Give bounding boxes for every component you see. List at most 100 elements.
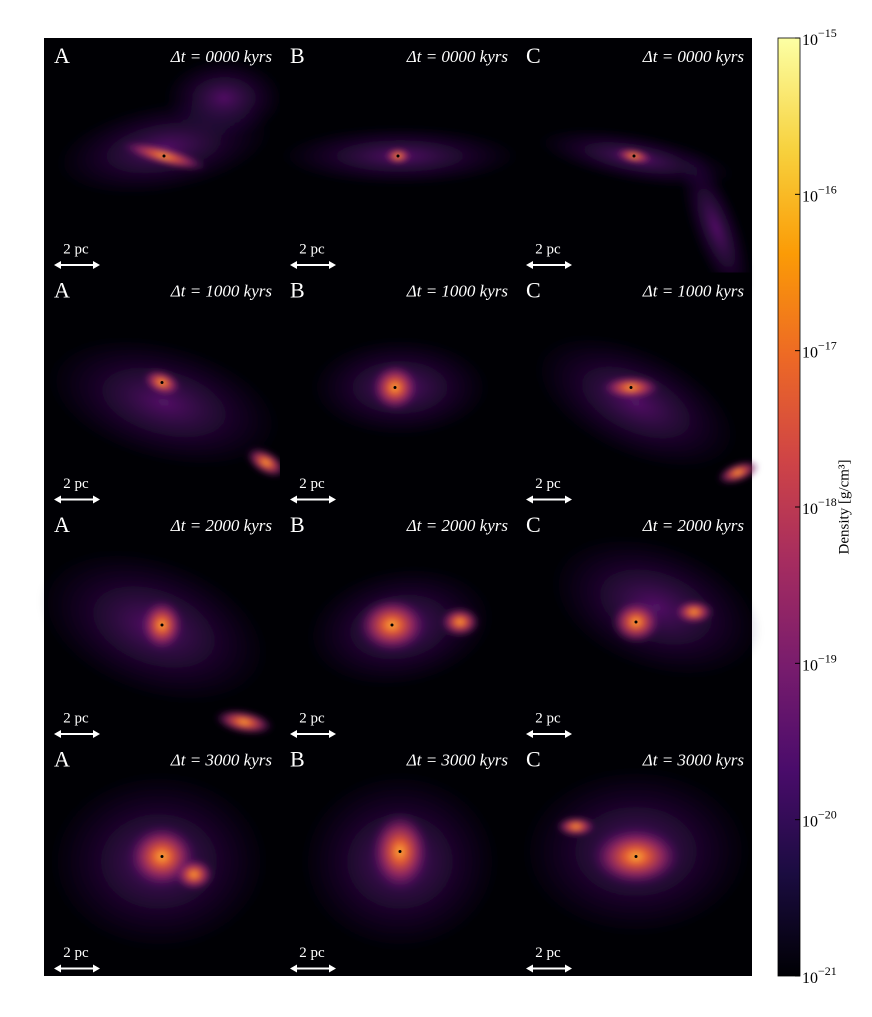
density-field [47, 336, 286, 478]
tick-base: 10 [802, 657, 818, 674]
panel-label: B [290, 278, 305, 303]
tick-exponent: −17 [818, 338, 837, 352]
sink-particle [634, 620, 638, 624]
scale-label: 2 pc [299, 241, 325, 257]
panel: A Δt = 3000 kyrs 2 pc [44, 741, 280, 976]
sink-particle [398, 850, 402, 853]
panel: B Δt = 0000 kyrs 2 pc [280, 38, 520, 273]
density-field [55, 58, 284, 197]
gas-structure [679, 152, 753, 304]
panel: A Δt = 2000 kyrs 2 pc [38, 507, 280, 742]
sink-particle [160, 381, 164, 384]
panel: C Δt = 0000 kyrs 2 pc [516, 38, 753, 304]
tick-exponent: −15 [818, 26, 837, 40]
gas-structure [246, 447, 286, 478]
panel: C Δt = 1000 kyrs 2 pc [516, 272, 759, 507]
density-field [305, 565, 495, 689]
panel: B Δt = 2000 kyrs 2 pc [280, 507, 516, 742]
time-label: Δt = 3000 kyrs [170, 750, 273, 769]
tick-base: 10 [802, 970, 818, 987]
gas-structure [440, 607, 480, 637]
density-field [537, 127, 753, 304]
panel: B Δt = 1000 kyrs 2 pc [280, 272, 516, 507]
panel-label: C [526, 43, 541, 68]
sink-particle [393, 386, 397, 389]
sink-particle [634, 855, 638, 858]
scale-label: 2 pc [63, 476, 89, 492]
time-label: Δt = 3000 kyrs [642, 750, 745, 769]
scale-label: 2 pc [535, 476, 561, 492]
tick-base: 10 [802, 344, 818, 361]
gas-structure [717, 460, 759, 485]
tick-exponent: −19 [818, 651, 837, 665]
colorbar-tick-label: 10−19 [802, 651, 837, 674]
panel-label: A [54, 512, 70, 537]
density-field [300, 771, 500, 952]
colorbar-label: Density [g/cm³] [836, 460, 852, 555]
gas-structure [556, 816, 596, 837]
time-label: Δt = 2000 kyrs [406, 516, 509, 535]
sink-particle [390, 623, 394, 627]
scale-label: 2 pc [535, 241, 561, 257]
sink-particle [160, 855, 164, 858]
gas-structure [174, 858, 214, 891]
density-field [310, 337, 490, 438]
scale-label: 2 pc [63, 710, 89, 726]
time-label: Δt = 2000 kyrs [642, 516, 745, 535]
scale-label: 2 pc [63, 241, 89, 257]
panel-label: C [526, 512, 541, 537]
panel: A Δt = 1000 kyrs 2 pc [44, 272, 286, 507]
tick-exponent: −21 [818, 964, 837, 978]
sink-particle [162, 154, 166, 158]
scale-label: 2 pc [299, 710, 325, 726]
density-field [49, 771, 269, 952]
time-label: Δt = 0000 kyrs [170, 47, 273, 66]
panel-label: C [526, 747, 541, 772]
time-label: Δt = 0000 kyrs [642, 47, 745, 66]
panel: C Δt = 3000 kyrs 2 pc [516, 741, 752, 976]
time-label: Δt = 1000 kyrs [170, 281, 273, 300]
panel-label: A [54, 43, 70, 68]
tick-base: 10 [802, 188, 818, 205]
gas-structure [164, 58, 284, 138]
colorbar-tick-label: 10−21 [802, 964, 837, 987]
gas-structure [47, 336, 281, 469]
colorbar-tick-label: 10−17 [802, 338, 837, 361]
colorbar: 10−1510−1610−1710−1810−1910−2010−21Densi… [777, 26, 852, 987]
tick-exponent: −18 [818, 495, 837, 509]
gas-structure [214, 709, 274, 735]
sink-particle [396, 154, 400, 158]
sink-particle [160, 623, 164, 627]
colorbar-tick-label: 10−20 [802, 807, 837, 830]
time-label: Δt = 2000 kyrs [170, 516, 273, 535]
scale-label: 2 pc [535, 710, 561, 726]
tick-exponent: −20 [818, 807, 837, 821]
scale-label: 2 pc [299, 476, 325, 492]
sink-particle [632, 154, 636, 158]
tick-base: 10 [802, 32, 818, 49]
sink-particle [629, 386, 633, 389]
density-field [280, 126, 520, 186]
density-field [521, 766, 751, 937]
panel-label: B [290, 43, 305, 68]
panel: A Δt = 0000 kyrs 2 pc [44, 38, 284, 273]
tick-base: 10 [802, 813, 818, 830]
gas-structure [533, 334, 739, 471]
time-label: Δt = 1000 kyrs [642, 281, 745, 300]
density-field [533, 334, 759, 485]
panel-label: B [290, 747, 305, 772]
colorbar-tick-label: 10−15 [802, 26, 837, 49]
scale-label: 2 pc [299, 945, 325, 961]
gas-structure [550, 535, 762, 679]
time-label: Δt = 3000 kyrs [406, 750, 509, 769]
time-label: Δt = 0000 kyrs [406, 47, 509, 66]
tick-exponent: −16 [818, 182, 837, 196]
colorbar-tick-label: 10−18 [802, 495, 837, 518]
scale-label: 2 pc [535, 945, 561, 961]
panel: C Δt = 2000 kyrs 2 pc [516, 507, 762, 742]
panel-label: B [290, 512, 305, 537]
panel-label: A [54, 278, 70, 303]
time-label: Δt = 1000 kyrs [406, 281, 509, 300]
scale-label: 2 pc [63, 945, 89, 961]
